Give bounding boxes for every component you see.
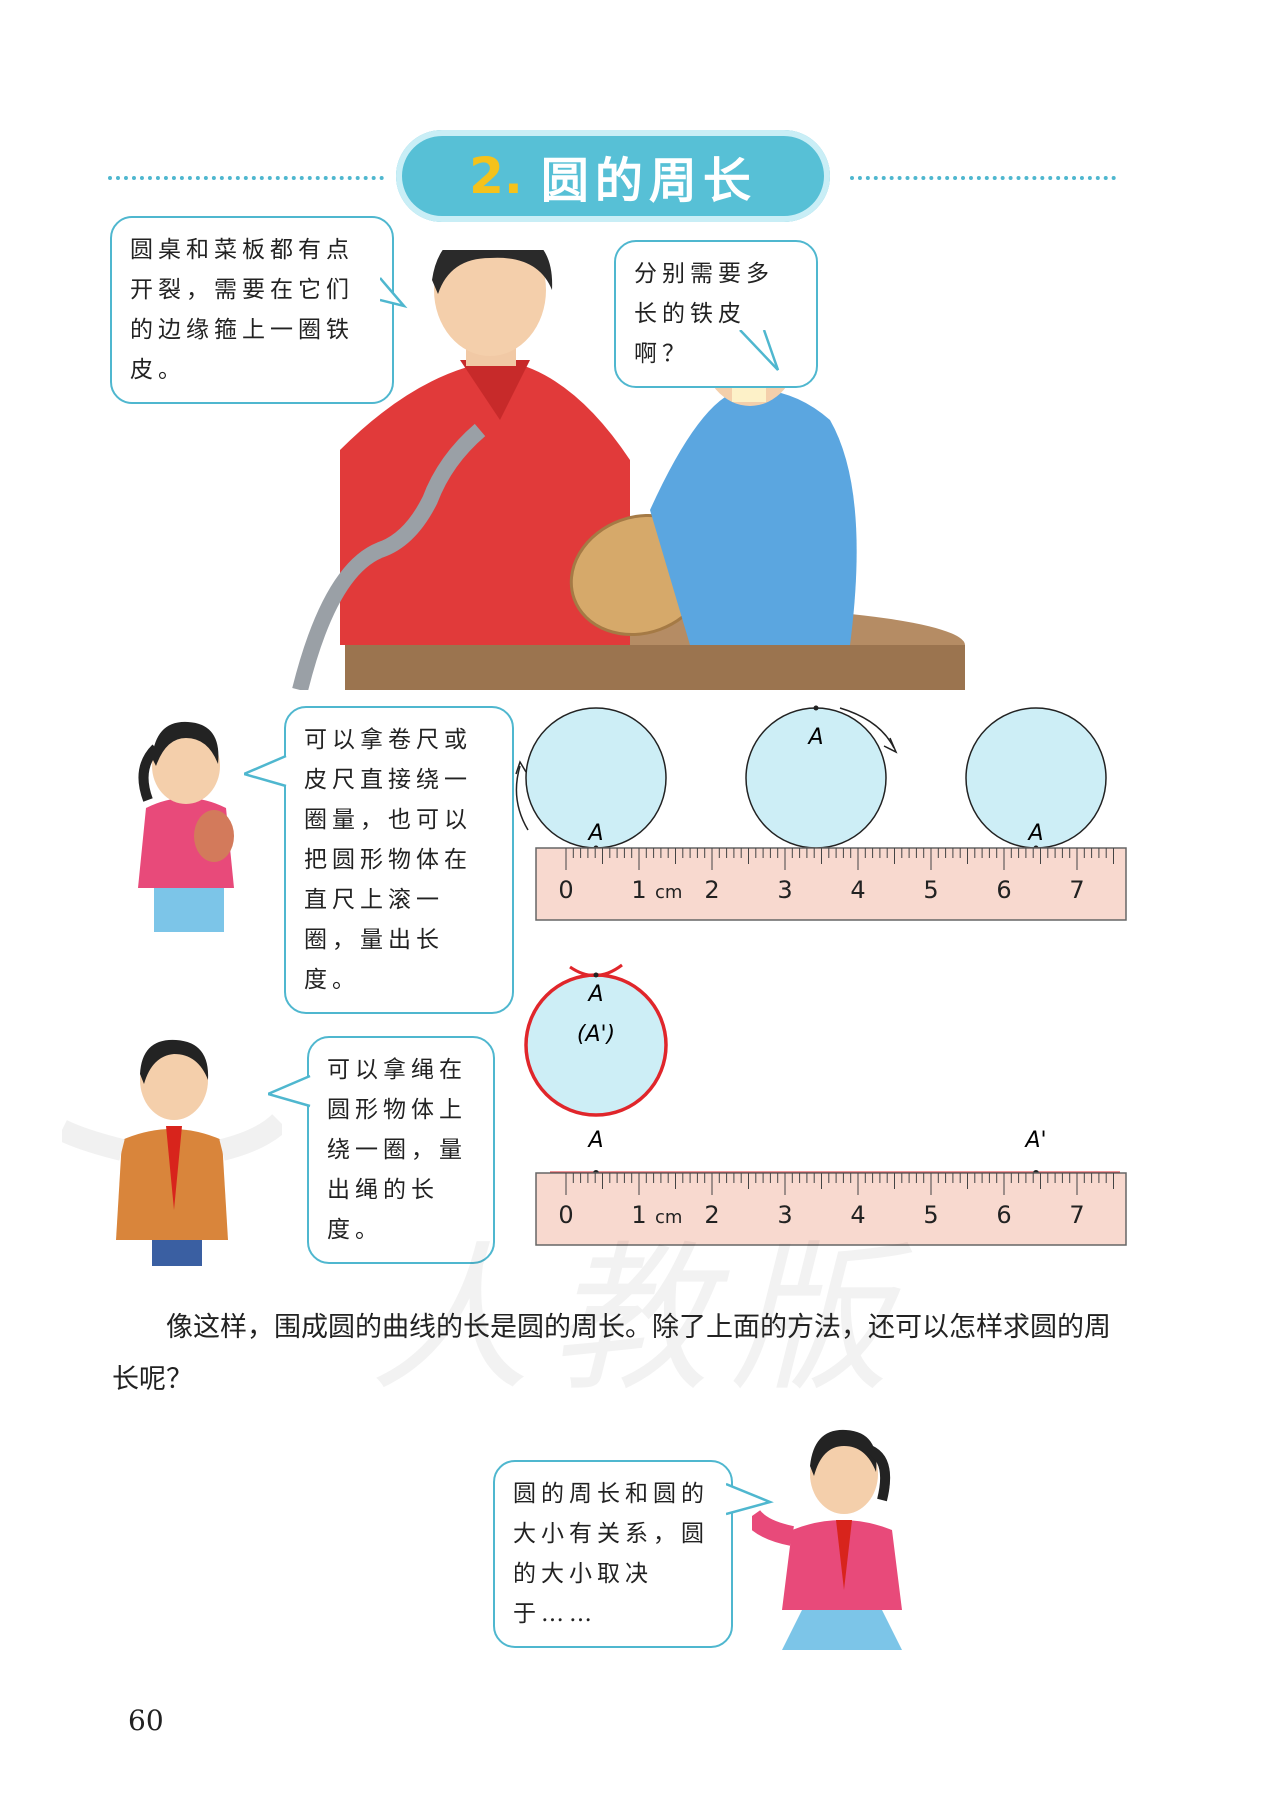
diagram-rolling-circle: A A A 0 1 2 3 4 5 6 7 cm: [515, 705, 1127, 921]
ruler: 0 1 2 3 4 5 6 7 cm: [535, 847, 1127, 921]
boy-question-text: 分别需要多长的铁皮啊？: [634, 261, 774, 367]
ruler-body: [535, 847, 1127, 921]
ruler-tick-label: 7: [1069, 876, 1084, 904]
circle-label-a-prime: (A'): [577, 1022, 615, 1047]
ruler-tick-label: 0: [558, 1201, 573, 1229]
section-title: 2. 圆的周长: [396, 130, 830, 222]
section-number: 2.: [469, 147, 523, 205]
ruler-tick-label: 6: [996, 1201, 1011, 1229]
line-label-start: A: [586, 1128, 603, 1153]
paragraph-text: 像这样，围成圆的曲线的长是圆的周长。除了上面的方法，还可以怎样求圆的周长呢？: [112, 1312, 1111, 1395]
ruler-tick-label: 4: [850, 876, 865, 904]
ruler-tick-label: 2: [704, 1201, 719, 1229]
ruler-tick-label: 3: [777, 1201, 792, 1229]
line-label-end: A': [1023, 1128, 1046, 1153]
illustration-girl-presenting: [752, 1429, 902, 1650]
speech-bubble-girl-bottom: 圆的周长和圆的大小有关系，圆的大小取决于……: [493, 1460, 733, 1648]
bubble-tail: [380, 277, 408, 309]
diagram-rope-measure: A (A') A A' 0 1 2 3 4 5 6 7 cm: [524, 963, 1127, 1246]
ruler: 0 1 2 3 4 5 6 7 cm: [535, 1172, 1127, 1246]
point-label: A: [806, 725, 823, 750]
ruler-unit-label: cm: [655, 1207, 682, 1228]
bubble-tail: [739, 330, 780, 371]
title-dots-left: [108, 176, 384, 180]
ruler-tick-label: 3: [777, 876, 792, 904]
ruler-tick-label: 7: [1069, 1201, 1084, 1229]
bubble-tail: [726, 1482, 774, 1516]
ruler-unit-label: cm: [655, 882, 682, 903]
teacher-text: 圆桌和菜板都有点开裂，需要在它们的边缘箍上一圈铁皮。: [130, 237, 354, 383]
girl-bottom-text: 圆的周长和圆的大小有关系，圆的大小取决于……: [513, 1481, 709, 1627]
illustration-teacher-and-boy: [292, 250, 965, 690]
ruler-body: [535, 1172, 1127, 1246]
teacher-figure: [340, 250, 630, 645]
boy-rope-text: 可以拿绳在圆形物体上绕一圈，量出绳的长度。: [327, 1057, 467, 1243]
bubble-tail: [244, 754, 287, 788]
speech-bubble-boy-rope: 可以拿绳在圆形物体上绕一圈，量出绳的长度。: [307, 1036, 495, 1264]
ruler-tick-label: 0: [558, 876, 573, 904]
ruler-tick-label: 4: [850, 1201, 865, 1229]
illustration-boy-open-hands: [62, 1039, 282, 1266]
speech-bubble-teacher: 圆桌和菜板都有点开裂，需要在它们的边缘箍上一圈铁皮。: [110, 216, 394, 404]
page-number: 60: [128, 1704, 164, 1737]
girl-roll-text: 可以拿卷尺或皮尺直接绕一圈量，也可以把圆形物体在直尺上滚一圈，量出长度。: [304, 727, 472, 993]
ruler-tick-label: 6: [996, 876, 1011, 904]
circle-label-a: A: [586, 982, 603, 1007]
speech-bubble-boy: 分别需要多长的铁皮啊？: [614, 240, 818, 388]
speech-bubble-girl-roll: 可以拿卷尺或皮尺直接绕一圈量，也可以把圆形物体在直尺上滚一圈，量出长度。: [284, 706, 514, 1014]
section-title-text: 圆的周长: [540, 153, 757, 209]
bubble-tail: [268, 1074, 311, 1108]
main-paragraph: 像这样，围成圆的曲线的长是圆的周长。除了上面的方法，还可以怎样求圆的周长呢？: [112, 1302, 1122, 1406]
watermark: 人教版: [370, 1226, 911, 1413]
ruler-tick-label: 2: [704, 876, 719, 904]
ruler-tick-label: 5: [923, 876, 938, 904]
ruler-tick-label: 5: [923, 1201, 938, 1229]
title-dots-right: [850, 176, 1116, 180]
point-label: A: [586, 821, 603, 846]
ruler-tick-label: 1: [631, 1201, 646, 1229]
ruler-tick-label: 1: [631, 876, 646, 904]
point-label: A: [1026, 821, 1043, 846]
illustration-girl-holding-book: [138, 721, 234, 932]
